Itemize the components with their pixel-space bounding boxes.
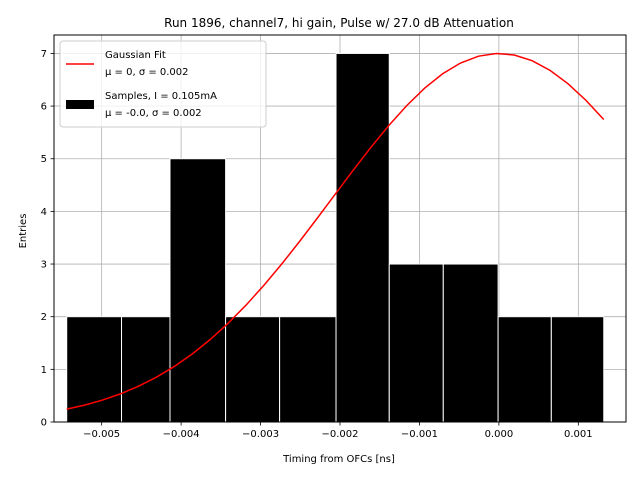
legend-samples-params: μ = -0.0, σ = 0.002: [105, 108, 202, 119]
gaussian-fit-line: [66, 52, 605, 410]
histogram-bar: [442, 263, 499, 423]
y-tick-label: 4: [41, 207, 47, 218]
y-tick-label: 7: [41, 49, 47, 60]
y-axis-ticks: 0 1 2 3 4 5 6 7: [41, 49, 54, 429]
legend-samples-label: Samples, I = 0.105mA: [105, 91, 217, 102]
x-axis-ticks: −0.005 −0.004 −0.003 −0.002 −0.001 0.000 0.001: [83, 422, 593, 440]
legend-fit-label: Gaussian Fit: [105, 50, 166, 61]
legend-samples-swatch: [66, 100, 94, 109]
chart-title: Run 1896, channel7, hi gain, Pulse w/ 27…: [164, 16, 514, 30]
histogram-bar: [550, 316, 605, 423]
legend-box: [59, 40, 267, 128]
histogram-bar: [335, 52, 390, 423]
y-tick-label: 5: [41, 154, 47, 165]
histogram-bar: [169, 158, 227, 423]
x-tick-label: −0.005: [83, 429, 120, 440]
histogram-bar: [388, 263, 444, 423]
y-tick-label: 6: [41, 102, 47, 113]
legend-fit-params: μ = 0, σ = 0.002: [105, 67, 189, 78]
x-tick-label: −0.004: [163, 429, 200, 440]
x-tick-label: 0.001: [564, 429, 593, 440]
fit-curve-group: [66, 52, 605, 410]
histogram-bar: [279, 316, 337, 423]
y-tick-label: 3: [41, 260, 47, 271]
y-tick-label: 1: [41, 365, 47, 376]
legend: Gaussian Fit μ = 0, σ = 0.002 Samples, I…: [59, 40, 267, 128]
y-tick-label: 2: [41, 312, 47, 323]
histogram-bar: [497, 316, 552, 423]
y-tick-label: 0: [41, 418, 47, 429]
x-axis-label: Timing from OFCs [ns]: [282, 454, 395, 465]
histogram-bar: [225, 316, 281, 423]
x-tick-label: 0.000: [485, 429, 514, 440]
histogram-bar: [121, 316, 171, 423]
x-tick-label: −0.002: [321, 429, 358, 440]
y-axis-label: Entries: [18, 214, 29, 249]
histogram-bar: [66, 316, 123, 423]
x-tick-label: −0.001: [401, 429, 438, 440]
x-tick-label: −0.003: [242, 429, 279, 440]
histogram-bars: [66, 52, 605, 423]
